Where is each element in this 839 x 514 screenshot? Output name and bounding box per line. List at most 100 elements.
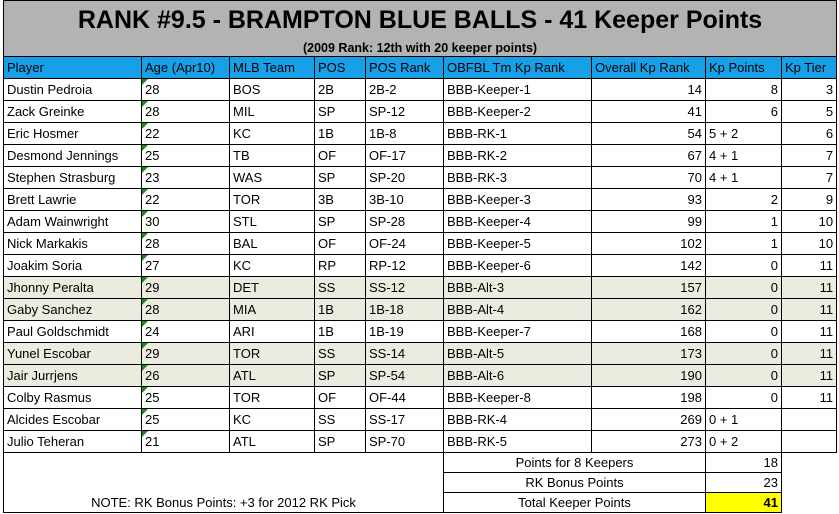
cell-tier[interactable]: 10	[780, 210, 838, 233]
cell-overall[interactable]: 157	[591, 276, 706, 299]
cell-tier[interactable]: 6	[780, 122, 838, 145]
cell-age[interactable]: 29	[141, 276, 230, 299]
column-header[interactable]: Kp Points	[705, 56, 782, 79]
cell-pos-rank[interactable]: OF-44	[365, 386, 444, 409]
cell-tm-rank[interactable]: BBB-Keeper-6	[443, 254, 592, 277]
cell-pos[interactable]: SP	[314, 430, 366, 453]
cell-team[interactable]: KC	[229, 122, 315, 145]
cell-player[interactable]: Alcides Escobar	[3, 408, 142, 431]
cell-player[interactable]: Colby Rasmus	[3, 386, 142, 409]
cell-tm-rank[interactable]: BBB-RK-5	[443, 430, 592, 453]
comment-indicator-icon[interactable]	[142, 189, 148, 195]
cell-age[interactable]: 28	[141, 298, 230, 321]
cell-tier[interactable]: 11	[780, 386, 838, 409]
cell-player[interactable]: Yunel Escobar	[3, 342, 142, 365]
cell-overall[interactable]: 190	[591, 364, 706, 387]
cell-pos-rank[interactable]: 3B-10	[365, 188, 444, 211]
cell-age[interactable]: 22	[141, 188, 230, 211]
total-keeper-points-value[interactable]: 41	[705, 492, 782, 513]
cell-team[interactable]: DET	[229, 276, 315, 299]
comment-indicator-icon[interactable]	[142, 101, 148, 107]
column-header[interactable]: POS Rank	[365, 56, 444, 79]
cell-tier[interactable]: 3	[780, 78, 838, 101]
cell-player[interactable]: Brett Lawrie	[3, 188, 142, 211]
cell-tier[interactable]: 11	[780, 276, 838, 299]
cell-tm-rank[interactable]: BBB-Alt-5	[443, 342, 592, 365]
column-header[interactable]: Overall Kp Rank	[591, 56, 706, 79]
cell-player[interactable]: Dustin Pedroia	[3, 78, 142, 101]
column-header[interactable]: Player	[3, 56, 142, 79]
cell-tier[interactable]	[780, 430, 838, 453]
cell-team[interactable]: MIA	[229, 298, 315, 321]
comment-indicator-icon[interactable]	[142, 343, 148, 349]
cell-pos-rank[interactable]: 2B-2	[365, 78, 444, 101]
column-header[interactable]: Kp Tier	[780, 56, 838, 79]
cell-tier[interactable]: 11	[780, 320, 838, 343]
cell-age[interactable]: 24	[141, 320, 230, 343]
cell-overall[interactable]: 14	[591, 78, 706, 101]
cell-tier[interactable]: 11	[780, 254, 838, 277]
cell-kp-points[interactable]: 0	[705, 254, 782, 277]
cell-tm-rank[interactable]: BBB-RK-4	[443, 408, 592, 431]
cell-tier[interactable]: 11	[780, 342, 838, 365]
comment-indicator-icon[interactable]	[142, 211, 148, 217]
cell-tm-rank[interactable]: BBB-Alt-4	[443, 298, 592, 321]
cell-pos-rank[interactable]: SP-12	[365, 100, 444, 123]
cell-tier[interactable]: 7	[780, 166, 838, 189]
cell-pos-rank[interactable]: SS-12	[365, 276, 444, 299]
cell-overall[interactable]: 273	[591, 430, 706, 453]
cell-overall[interactable]: 67	[591, 144, 706, 167]
summary-value[interactable]: 23	[705, 472, 782, 493]
cell-age[interactable]: 28	[141, 232, 230, 255]
cell-pos[interactable]: 1B	[314, 122, 366, 145]
cell-age[interactable]: 29	[141, 342, 230, 365]
cell-overall[interactable]: 41	[591, 100, 706, 123]
cell-kp-points[interactable]: 0	[705, 364, 782, 387]
cell-age[interactable]: 25	[141, 144, 230, 167]
cell-age[interactable]: 25	[141, 408, 230, 431]
cell-player[interactable]: Jair Jurrjens	[3, 364, 142, 387]
cell-age[interactable]: 28	[141, 100, 230, 123]
cell-player[interactable]: Adam Wainwright	[3, 210, 142, 233]
cell-overall[interactable]: 162	[591, 298, 706, 321]
cell-pos-rank[interactable]: RP-12	[365, 254, 444, 277]
cell-team[interactable]: MIL	[229, 100, 315, 123]
cell-age[interactable]: 23	[141, 166, 230, 189]
cell-player[interactable]: Joakim Soria	[3, 254, 142, 277]
cell-kp-points[interactable]: 5 + 2	[705, 122, 782, 145]
cell-tier[interactable]: 10	[780, 232, 838, 255]
cell-pos[interactable]: OF	[314, 232, 366, 255]
cell-pos-rank[interactable]: 1B-8	[365, 122, 444, 145]
note-text[interactable]: NOTE: RK Bonus Points: +3 for 2012 RK Pi…	[3, 452, 444, 513]
cell-age[interactable]: 28	[141, 78, 230, 101]
cell-pos[interactable]: SP	[314, 364, 366, 387]
cell-kp-points[interactable]: 0	[705, 276, 782, 299]
comment-indicator-icon[interactable]	[142, 387, 148, 393]
cell-kp-points[interactable]: 0	[705, 320, 782, 343]
column-header[interactable]: MLB Team	[229, 56, 315, 79]
cell-pos[interactable]: 1B	[314, 320, 366, 343]
cell-age[interactable]: 21	[141, 430, 230, 453]
cell-pos-rank[interactable]: SP-20	[365, 166, 444, 189]
cell-pos[interactable]: 2B	[314, 78, 366, 101]
cell-tier[interactable]: 11	[780, 298, 838, 321]
column-header[interactable]: Age (Apr10)	[141, 56, 230, 79]
cell-pos-rank[interactable]: OF-17	[365, 144, 444, 167]
cell-overall[interactable]: 70	[591, 166, 706, 189]
comment-indicator-icon[interactable]	[142, 321, 148, 327]
cell-overall[interactable]: 99	[591, 210, 706, 233]
cell-kp-points[interactable]: 4 + 1	[705, 144, 782, 167]
cell-tier[interactable]	[780, 408, 838, 431]
cell-player[interactable]: Stephen Strasburg	[3, 166, 142, 189]
cell-kp-points[interactable]: 0 + 1	[705, 408, 782, 431]
cell-overall[interactable]: 102	[591, 232, 706, 255]
cell-team[interactable]: ATL	[229, 430, 315, 453]
cell-pos[interactable]: SP	[314, 100, 366, 123]
cell-team[interactable]: TOR	[229, 386, 315, 409]
cell-overall[interactable]: 93	[591, 188, 706, 211]
cell-tm-rank[interactable]: BBB-RK-2	[443, 144, 592, 167]
cell-pos-rank[interactable]: SP-70	[365, 430, 444, 453]
cell-team[interactable]: BOS	[229, 78, 315, 101]
sheet-subtitle[interactable]: (2009 Rank: 12th with 20 keeper points)	[2, 39, 838, 57]
cell-overall[interactable]: 142	[591, 254, 706, 277]
